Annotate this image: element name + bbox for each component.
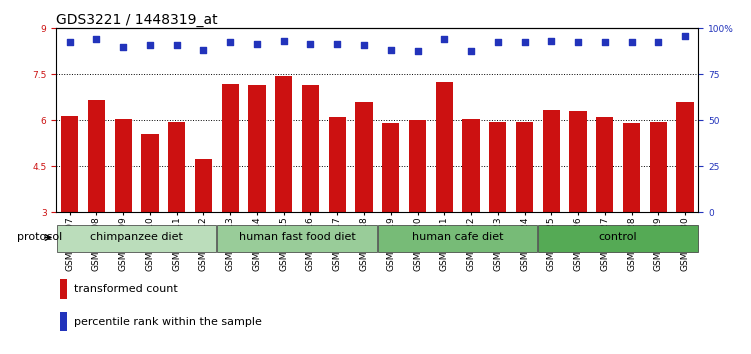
Bar [88,101,105,212]
Point [117,44,129,50]
Bar [168,122,185,212]
Point [144,42,156,48]
Point [626,39,638,45]
Point [225,39,237,45]
FancyBboxPatch shape [57,224,216,252]
Point [572,39,584,45]
Point [64,39,76,45]
FancyBboxPatch shape [538,224,698,252]
Text: protocol: protocol [17,233,62,242]
Point [653,39,665,45]
Bar [516,122,533,212]
Point [278,38,290,44]
Bar [542,110,560,212]
Bar [61,116,78,212]
Point [170,42,182,48]
Bar [382,124,400,212]
Bar [114,119,132,212]
Point [465,48,477,54]
Bar [222,84,239,212]
FancyBboxPatch shape [378,224,538,252]
Point [679,33,691,39]
Text: human fast food diet: human fast food diet [239,233,355,242]
Bar [436,82,453,212]
Bar [569,111,587,212]
Point [545,38,557,44]
FancyBboxPatch shape [217,224,377,252]
Bar [59,312,68,331]
Point [304,41,316,46]
Point [358,42,370,48]
Bar [141,134,158,212]
Bar [195,159,213,212]
Point [518,39,530,45]
Bar [463,119,480,212]
Point [90,36,102,42]
Bar [302,85,319,212]
Point [198,47,210,53]
Text: GDS3221 / 1448319_at: GDS3221 / 1448319_at [56,13,218,27]
Point [385,47,397,53]
Bar [355,102,372,212]
Point [439,36,451,42]
Point [412,48,424,54]
Text: control: control [599,233,638,242]
Bar [275,76,292,212]
Bar [596,117,614,212]
Bar [328,117,346,212]
Bar [249,85,266,212]
Text: chimpanzee diet: chimpanzee diet [90,233,183,242]
Point [251,41,263,46]
Bar [489,122,506,212]
Text: human cafe diet: human cafe diet [412,233,503,242]
Bar [650,122,667,212]
Text: transformed count: transformed count [74,284,177,294]
Bar [409,120,427,212]
Bar [677,102,694,212]
Bar [59,279,68,299]
Point [492,39,504,45]
Point [599,39,611,45]
Point [331,41,343,46]
Bar [623,124,641,212]
Text: percentile rank within the sample: percentile rank within the sample [74,316,261,327]
